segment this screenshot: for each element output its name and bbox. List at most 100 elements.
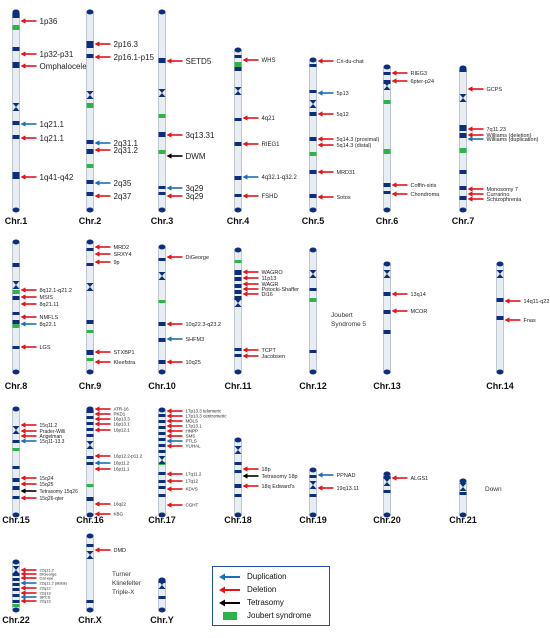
marker-deletion: Fnas	[504, 317, 536, 324]
arrow-icon	[20, 321, 26, 327]
marker-label: 1q41-q42	[40, 173, 74, 182]
marker-label: 8q21.11	[40, 302, 59, 308]
arrow-icon	[166, 471, 172, 477]
centromere	[12, 107, 20, 111]
marker-deletion: Monosomy 7	[467, 186, 518, 193]
marker-label: Schizophrenia	[487, 197, 523, 203]
chromosome-band	[158, 338, 166, 342]
marker-deletion: DMD	[94, 547, 127, 554]
marker-deletion: Cri-du-chat	[317, 58, 364, 65]
marker-deletion: 16p12.1	[94, 427, 130, 433]
joubert-band	[309, 152, 317, 156]
marker-label: DMD	[114, 548, 127, 554]
chromosome-band	[86, 456, 94, 459]
marker-label: KBG	[114, 512, 124, 517]
chromosome-5: Chr.5 Cri-du-chat 5p13 5q12 5q14.3 (proximal…	[302, 57, 380, 226]
marker-label: 19q13.11	[337, 486, 360, 492]
marker-label: 1p32-p31	[40, 50, 74, 59]
joubert-band	[234, 260, 242, 263]
chromosome-band	[234, 270, 242, 275]
arrow-icon	[94, 416, 100, 422]
chromosome-band	[158, 438, 166, 441]
marker-tetrasomy: Tetrasomy 18p	[242, 473, 298, 480]
legend-item-duplication: Duplication	[219, 570, 323, 583]
arrow-icon	[20, 433, 26, 439]
telomere-cap	[12, 607, 20, 613]
chromosome-band	[234, 277, 242, 281]
marker-deletion: Cat eye	[20, 575, 54, 581]
marker-deletion: MCOR	[391, 308, 427, 315]
chromosome-band	[86, 320, 94, 324]
arrow-icon	[242, 141, 248, 147]
chromosome-band	[86, 350, 94, 355]
telomere-cap	[234, 369, 242, 375]
centromere	[309, 485, 317, 489]
arrow-icon	[166, 433, 172, 439]
centromere	[86, 287, 94, 291]
arrow-icon	[94, 453, 100, 459]
marker-label: 1q21.1	[40, 134, 65, 143]
marker-deletion: 2q31.2	[94, 146, 139, 155]
legend-label: Duplication	[247, 572, 287, 581]
joubert-band	[12, 448, 20, 451]
chromosome-label: Chr.18	[224, 515, 252, 525]
arrow-icon	[20, 18, 26, 24]
marker-label: 5q14.3 (proximal)	[337, 137, 380, 143]
arrow-icon	[20, 63, 26, 69]
arrow-icon	[317, 472, 323, 478]
marker-label: 16p12.2-p11.2	[114, 454, 143, 459]
centromere	[234, 303, 242, 307]
telomere-cap	[158, 9, 166, 15]
marker-label: Angelman	[40, 434, 63, 440]
marker-label: ATR-16	[114, 407, 130, 412]
marker-deletion: Kleefstra	[94, 359, 136, 366]
chromosome-band	[158, 322, 166, 326]
marker-label: 18p	[262, 467, 271, 473]
telomere-cap	[496, 369, 504, 375]
chromosome-label: Chr.20	[373, 515, 401, 525]
arrow-icon	[20, 51, 26, 57]
marker-label: DiGeorge	[40, 571, 58, 576]
chromosome-band	[158, 186, 166, 189]
marker-label: Williams (duplication)	[487, 137, 539, 143]
chromosome-band	[234, 176, 242, 180]
arrow-icon	[242, 473, 248, 479]
marker-label: 22q11.2	[40, 567, 55, 572]
chromosome-band	[158, 450, 166, 453]
chromosome-band	[86, 41, 94, 48]
marker-duplication: 1q21.1	[20, 120, 65, 129]
telomere-cap	[234, 437, 242, 443]
centromere	[86, 95, 94, 99]
marker-deletion: 17p13.3 centromeric	[166, 413, 227, 419]
joubert-band	[12, 604, 20, 607]
arrow-icon	[20, 287, 26, 293]
telomere-cap	[309, 369, 317, 375]
centromere	[12, 566, 20, 570]
marker-deletion: Di16	[242, 291, 273, 298]
arrow-icon	[94, 460, 100, 466]
centromere	[12, 570, 20, 574]
arrow-icon	[242, 193, 248, 199]
marker-label: Fnas	[524, 318, 536, 324]
arrow-icon	[20, 571, 26, 577]
marker-label: 2q37	[114, 192, 132, 201]
centromere	[86, 91, 94, 95]
marker-deletion: 22q11.2	[20, 567, 55, 573]
chromosome-band	[309, 350, 317, 353]
chromosome-band	[234, 290, 242, 294]
marker-duplication: 4q32.1-q32.2	[242, 174, 298, 181]
chromosome-band	[86, 248, 94, 251]
chromosome-14: Chr.14 14q11-q22 Fnas	[486, 261, 549, 391]
arrow-icon	[391, 191, 397, 197]
chromosome-label: Chr.21	[449, 515, 477, 525]
chromosome-label: Chr.22	[2, 615, 30, 625]
marker-deletion: FSHD	[242, 193, 279, 200]
telomere-cap	[86, 512, 94, 518]
chromosome-band	[383, 330, 391, 334]
arrow-icon	[94, 427, 100, 433]
chromosome-body	[158, 9, 166, 213]
chromosome-band	[158, 444, 166, 447]
